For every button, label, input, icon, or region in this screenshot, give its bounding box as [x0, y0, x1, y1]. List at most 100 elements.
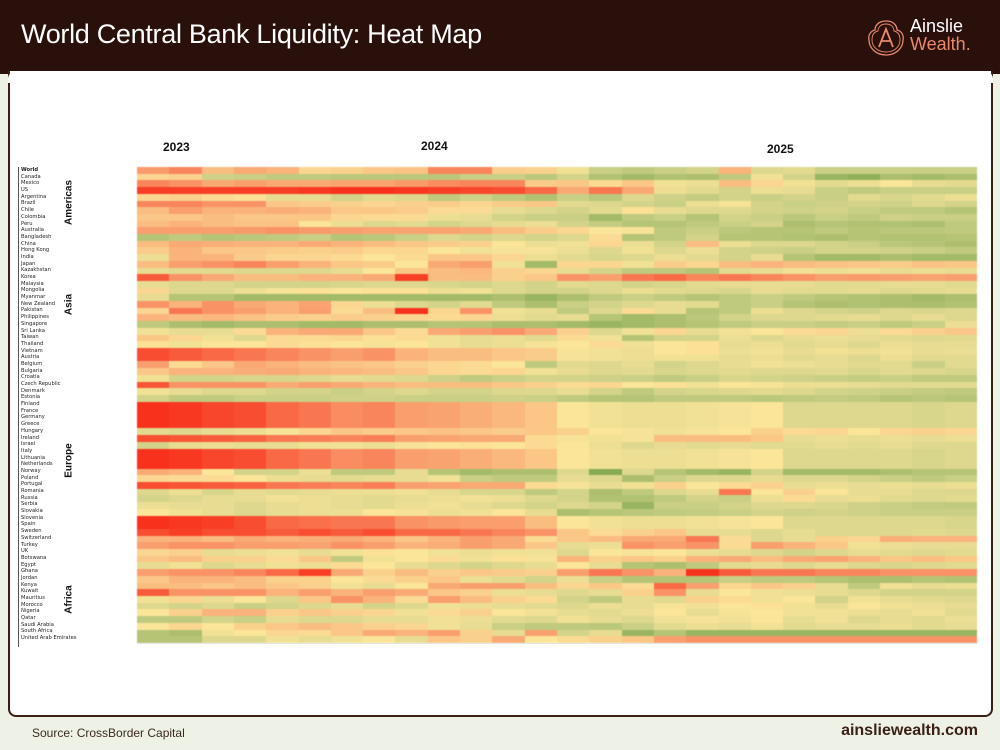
heatmap-cell	[395, 307, 428, 315]
heatmap-cell	[815, 347, 848, 355]
heatmap-cell	[880, 307, 913, 315]
heatmap-cell	[653, 374, 687, 382]
heatmap-cell	[944, 495, 977, 503]
heatmap-cell	[589, 368, 622, 375]
heatmap-cell	[266, 361, 299, 369]
heatmap-cell	[880, 388, 913, 395]
heatmap-cell	[686, 549, 719, 556]
heatmap-cell	[944, 374, 977, 382]
heatmap-cell	[233, 435, 267, 442]
heatmap-cell	[944, 294, 977, 302]
heatmap-cell	[880, 629, 913, 637]
heatmap-cell	[815, 535, 848, 543]
heatmap-cell	[169, 187, 202, 194]
heatmap-cell	[621, 267, 654, 275]
heatmap-cell	[557, 220, 590, 228]
heatmap-cell	[524, 347, 557, 355]
heatmap-cell	[363, 622, 396, 630]
heatmap-cell	[524, 609, 557, 617]
heatmap-cell	[137, 569, 170, 576]
heatmap-cell	[492, 622, 525, 630]
heatmap-cell	[330, 428, 364, 436]
heatmap-cell	[427, 596, 461, 603]
heatmap-cell	[266, 535, 299, 543]
heatmap-cell	[233, 213, 267, 221]
heatmap-cell	[169, 596, 202, 603]
heatmap-cell	[363, 254, 396, 261]
heatmap-cell	[880, 287, 913, 295]
heatmap-cell	[880, 468, 913, 476]
heatmap-cell	[330, 307, 364, 315]
heatmap-cell	[137, 287, 170, 295]
heatmap-cell	[621, 394, 654, 402]
heatmap-cell	[201, 522, 234, 529]
heatmap-cell	[686, 361, 719, 369]
heatmap-cell	[460, 528, 493, 536]
website-link[interactable]: ainsliewealth.com	[841, 722, 978, 739]
heatmap-cell	[298, 341, 331, 348]
heatmap-cell	[880, 240, 913, 248]
heatmap-cell	[653, 267, 687, 275]
heatmap-cell	[330, 549, 364, 556]
heatmap-cell	[783, 408, 816, 416]
heatmap-cell	[557, 213, 590, 221]
heatmap-cell	[201, 347, 234, 355]
heatmap-cell	[266, 334, 299, 342]
heatmap-cell	[589, 307, 622, 315]
heatmap-cell	[524, 435, 557, 442]
heatmap-cell	[912, 394, 945, 402]
heatmap-cell	[363, 267, 396, 275]
heatmap-cell	[169, 247, 202, 255]
heatmap-cell	[653, 193, 687, 201]
heatmap-cell	[266, 307, 299, 315]
heatmap-cell	[557, 234, 590, 241]
heatmap-cell	[621, 542, 654, 550]
heatmap-cell	[557, 267, 590, 275]
heatmap-cell	[750, 629, 784, 637]
heatmap-cell	[460, 515, 493, 523]
year-label-2025: 2025	[767, 142, 794, 156]
heatmap-cell	[589, 609, 622, 617]
heatmap-cell	[330, 528, 364, 536]
heatmap-cell	[653, 381, 687, 389]
heatmap-cell	[944, 602, 977, 610]
heatmap-cell	[363, 247, 396, 255]
brand-logo[interactable]: Ainslie Wealth.	[866, 16, 986, 60]
heatmap-cell	[621, 388, 654, 395]
heatmap-cell	[266, 388, 299, 395]
region-label-asia: Asia	[63, 293, 75, 316]
heatmap-cell	[944, 207, 977, 214]
heatmap-cell	[815, 415, 848, 422]
heatmap-cell	[363, 415, 396, 422]
heatmap-cell	[266, 374, 299, 382]
heatmap-cell	[621, 582, 654, 590]
heatmap-cell	[621, 334, 654, 342]
heatmap-cell	[880, 401, 913, 409]
heatmap-cell	[524, 415, 557, 422]
heatmap-cell	[718, 187, 751, 194]
heatmap-cell	[750, 254, 784, 261]
heatmap-cell	[589, 542, 622, 550]
heatmap-cell	[427, 254, 461, 261]
heatmap-cell	[557, 622, 590, 630]
heatmap-cell	[201, 441, 234, 449]
heatmap-cell	[460, 274, 493, 281]
heatmap-cell	[912, 361, 945, 369]
heatmap-cell	[492, 388, 525, 395]
heatmap-cell	[330, 616, 364, 623]
heatmap-cell	[395, 616, 428, 623]
heatmap-cell	[847, 388, 881, 395]
heatmap-cell	[686, 482, 719, 489]
heatmap-cell	[460, 173, 493, 181]
heatmap-cell	[880, 461, 913, 469]
heatmap-cell	[298, 187, 331, 194]
heatmap-cell	[686, 280, 719, 288]
heatmap-cell	[298, 307, 331, 315]
heatmap-cell	[621, 488, 654, 496]
heatmap-cell	[589, 187, 622, 194]
heatmap-cell	[298, 515, 331, 523]
heatmap-cell	[686, 421, 719, 429]
heatmap-cell	[330, 502, 364, 509]
heatmap-cell	[750, 247, 784, 255]
heatmap-cell	[363, 307, 396, 315]
